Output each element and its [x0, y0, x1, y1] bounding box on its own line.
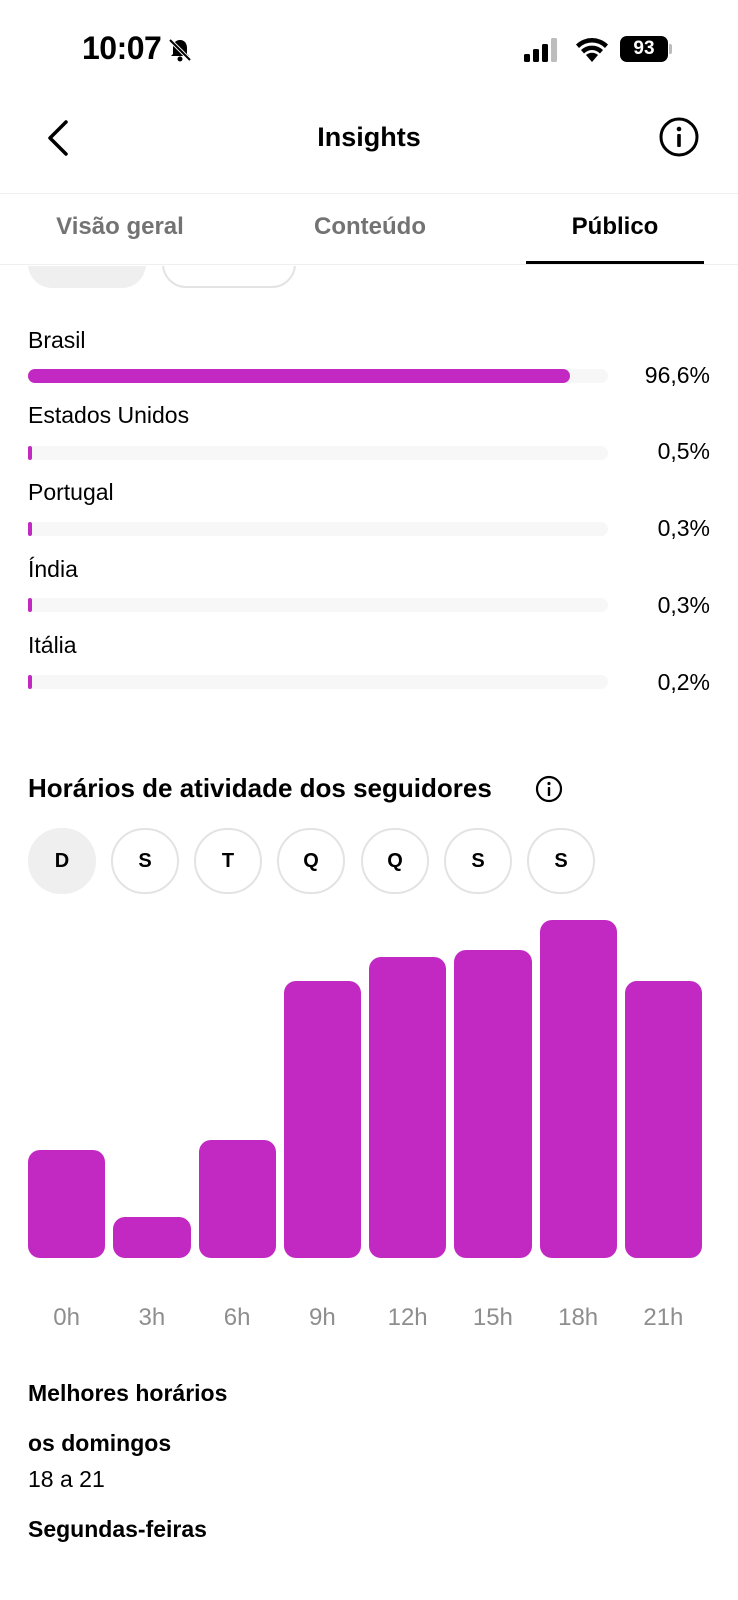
activity-section-title: Horários de atividade dos seguidores [28, 773, 492, 803]
best-times-hours: 18 a 21 [28, 1466, 105, 1492]
country-bar-track [28, 369, 608, 383]
status-bar: 10:07 93 [0, 0, 738, 100]
country-percentage: 0,2% [657, 669, 710, 695]
activity-bar-15h[interactable] [454, 950, 532, 1258]
x-tick-label: 15h [472, 1304, 513, 1331]
country-name: Índia [28, 556, 78, 582]
day-chip-terca[interactable]: T [194, 828, 262, 894]
tab-visao-geral[interactable]: Visão geral [56, 213, 184, 240]
country-percentage: 0,3% [657, 515, 710, 541]
day-chip-sexta[interactable]: S [444, 828, 512, 894]
x-tick-label: 18h [558, 1304, 599, 1331]
tab-conteudo[interactable]: Conteúdo [314, 213, 426, 240]
country-percentage: 96,6% [644, 362, 710, 388]
filter-chip[interactable] [162, 266, 296, 288]
best-times-day: Segundas-feiras [28, 1516, 207, 1542]
back-arrow-icon[interactable] [40, 118, 76, 158]
battery-icon: 93 [620, 36, 672, 62]
x-tick-label: 12h [387, 1304, 428, 1331]
bell-off-icon [168, 38, 192, 62]
active-tab-indicator [526, 261, 704, 264]
filter-chips-cutoff [0, 266, 738, 296]
country-bar-fill [28, 522, 32, 536]
best-times-day: os domingos [28, 1430, 172, 1456]
tab-publico[interactable]: Público [571, 213, 659, 240]
day-chip-sabado[interactable]: S [527, 828, 595, 894]
activity-bar-0h[interactable] [28, 1149, 106, 1258]
country-name: Itália [28, 632, 77, 658]
page-title: Insights [317, 122, 421, 152]
info-icon[interactable] [535, 775, 563, 803]
country-name: Portugal [28, 479, 114, 505]
activity-bar-21h[interactable] [624, 980, 702, 1258]
activity-bar-12h[interactable] [369, 957, 447, 1258]
country-bar-fill [28, 675, 32, 689]
wifi-icon [576, 38, 608, 62]
activity-bar-chart [28, 920, 710, 1320]
filter-chip-selected[interactable] [28, 266, 146, 288]
country-percentage: 0,3% [657, 592, 710, 618]
country-percentage: 0,5% [657, 438, 710, 464]
country-bar-track [28, 522, 608, 536]
country-name: Estados Unidos [28, 402, 190, 428]
tab-bar: Visão geral Conteúdo Público [0, 195, 738, 265]
country-bar-fill [28, 598, 32, 612]
country-bar-fill [28, 446, 32, 460]
day-chip-segunda[interactable]: S [111, 828, 179, 894]
status-time: 10:07 [82, 30, 162, 66]
country-name: Brasil [28, 327, 86, 353]
x-tick-label: 0h [53, 1304, 80, 1331]
header: Insights [0, 100, 738, 194]
activity-bar-6h[interactable] [198, 1139, 276, 1258]
activity-bar-18h[interactable] [539, 920, 617, 1258]
country-bar-track [28, 675, 608, 689]
activity-bar-9h[interactable] [283, 980, 361, 1258]
day-chip-quinta[interactable]: Q [361, 828, 429, 894]
cellular-signal-icon [524, 38, 557, 62]
battery-tip [669, 44, 672, 54]
day-chip-quarta[interactable]: Q [277, 828, 345, 894]
x-tick-label: 21h [643, 1304, 684, 1331]
day-chip-domingo[interactable]: D [28, 828, 96, 894]
activity-bar-3h[interactable] [113, 1217, 191, 1258]
country-bar-fill [28, 369, 571, 383]
country-bar-track [28, 446, 608, 460]
x-tick-label: 6h [223, 1304, 251, 1331]
country-bar-track [28, 598, 608, 612]
info-icon[interactable] [658, 116, 700, 158]
best-times-title: Melhores horários [28, 1380, 228, 1406]
battery-level: 93 [620, 36, 668, 62]
x-tick-label: 9h [309, 1304, 336, 1331]
x-tick-label: 3h [138, 1304, 166, 1331]
